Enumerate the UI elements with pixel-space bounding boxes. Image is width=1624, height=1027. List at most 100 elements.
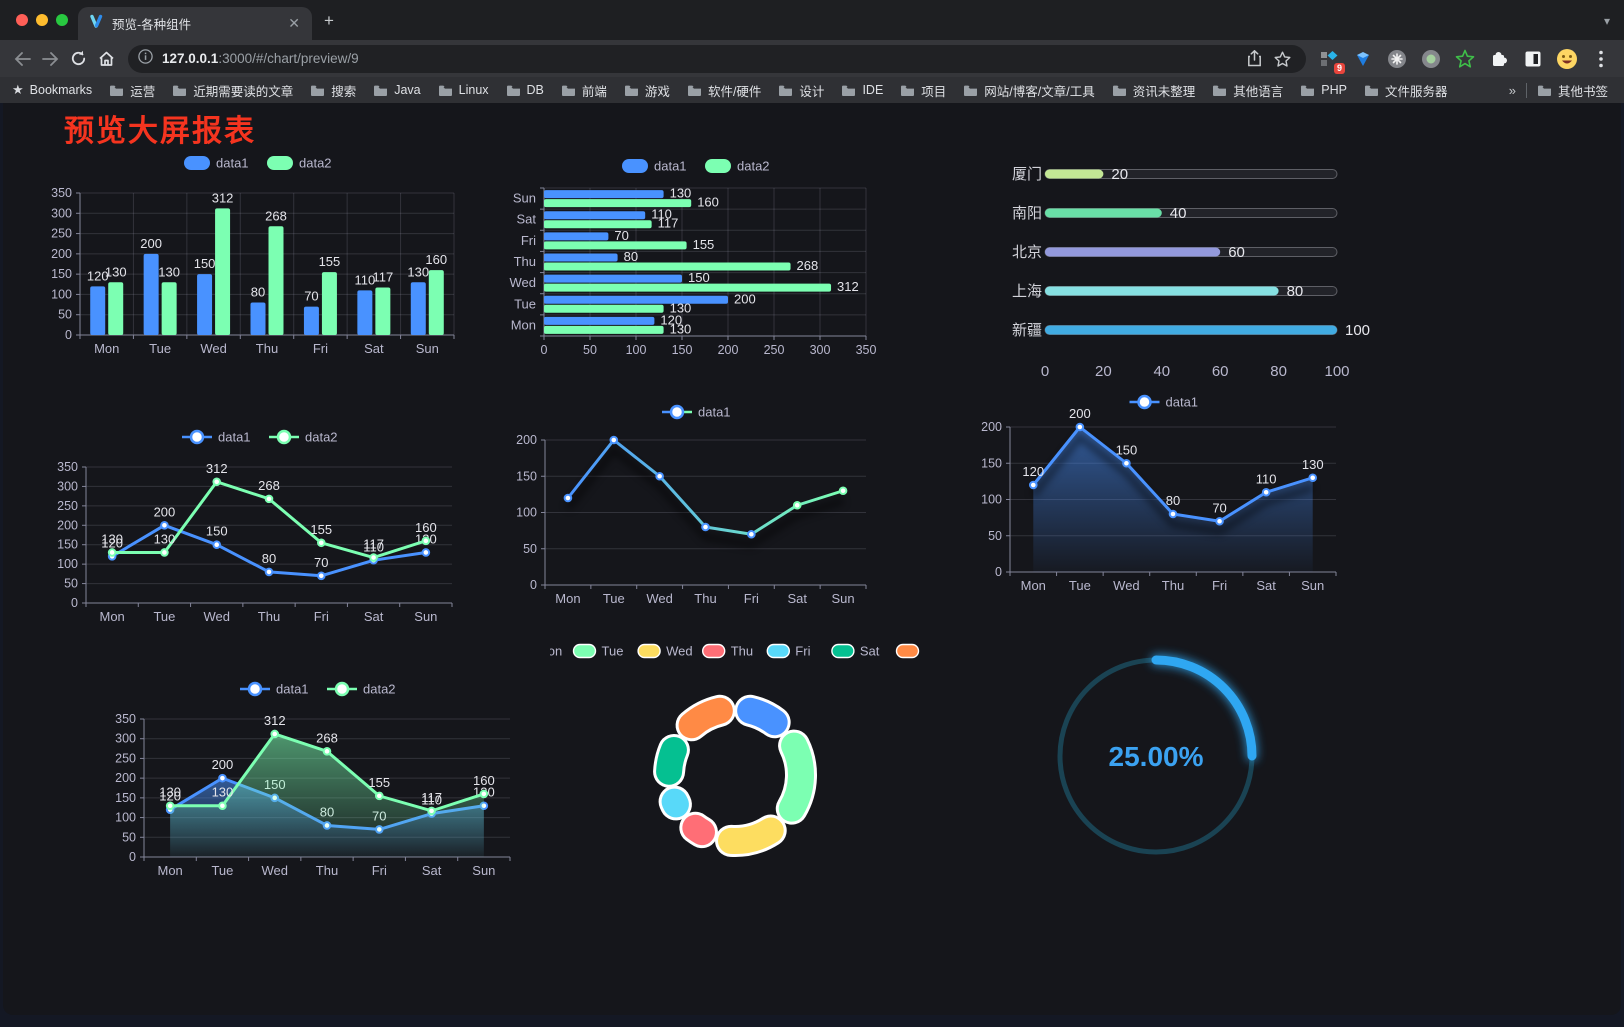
svg-text:312: 312 <box>212 190 234 205</box>
bookmark-folder[interactable]: 运营 <box>109 81 155 100</box>
horizontal-bar-chart[interactable]: data1 data2 0 50 100 150 200 250 300 350 Mon Tue Wed… <box>498 150 890 368</box>
reload-button[interactable] <box>64 45 92 73</box>
svg-text:160: 160 <box>415 520 437 535</box>
svg-text:100: 100 <box>115 811 136 825</box>
bookmark-folder[interactable]: 项目 <box>900 81 946 100</box>
dashboard-page: 预览大屏报表 data1 data2 0 50 100 150 200 250 300 350 Mo… <box>3 103 1621 1015</box>
svg-text:80: 80 <box>1287 283 1304 300</box>
svg-text:300: 300 <box>810 343 831 357</box>
window-zoom-button[interactable] <box>56 14 68 26</box>
bookmark-folder[interactable]: 软件/硬件 <box>687 81 761 100</box>
bookmark-folder[interactable]: Linux <box>438 83 489 97</box>
other-bookmarks-folder[interactable]: 其他书签 <box>1537 81 1608 100</box>
emoji-extension-icon[interactable] <box>1556 48 1578 70</box>
bookmark-folder[interactable]: IDE <box>841 83 883 97</box>
extensions-puzzle-icon[interactable] <box>1488 48 1510 70</box>
svg-text:Mon: Mon <box>511 317 536 332</box>
share-icon[interactable] <box>1240 45 1268 73</box>
bookmark-folder[interactable]: DB <box>506 83 544 97</box>
tab-close-icon[interactable]: ✕ <box>288 15 300 31</box>
dual-area-chart[interactable]: data1 data2 0 50 100 150 200 250 300 350 Mon Tue Wed… <box>96 673 528 891</box>
extension-command-icon[interactable] <box>1386 48 1408 70</box>
window-close-button[interactable] <box>16 14 28 26</box>
bookmark-folder[interactable]: 资讯未整理 <box>1112 81 1195 100</box>
svg-text:20: 20 <box>1111 166 1128 183</box>
extension-star-icon[interactable] <box>1454 48 1476 70</box>
svg-text:Sat: Sat <box>422 863 442 878</box>
back-button[interactable] <box>8 45 36 73</box>
site-info-icon[interactable] <box>138 48 153 69</box>
svg-text:200: 200 <box>51 247 72 261</box>
svg-text:130: 130 <box>1302 457 1324 472</box>
url-bar[interactable]: 127.0.0.1:3000/#/chart/preview/9 <box>128 44 1306 73</box>
svg-text:Tue: Tue <box>602 644 624 659</box>
bookmarks-overflow-chevron[interactable]: » <box>1508 82 1516 98</box>
new-tab-button[interactable]: + <box>324 11 334 30</box>
svg-text:南阳: 南阳 <box>1012 205 1042 222</box>
bookmark-folder[interactable]: 设计 <box>778 81 824 100</box>
bookmark-folder[interactable]: PHP <box>1300 83 1347 97</box>
svg-text:Thu: Thu <box>731 644 753 659</box>
bookmark-folder[interactable]: 前端 <box>561 81 607 100</box>
svg-text:20: 20 <box>1095 363 1112 380</box>
bookmark-folder[interactable]: Java <box>373 83 421 97</box>
url-text[interactable]: 127.0.0.1:3000/#/chart/preview/9 <box>162 51 359 66</box>
svg-text:70: 70 <box>614 228 628 243</box>
svg-text:200: 200 <box>734 291 756 306</box>
svg-text:160: 160 <box>425 252 447 267</box>
extension-grid-icon[interactable]: 9 <box>1318 48 1345 74</box>
svg-text:Tue: Tue <box>1069 578 1091 593</box>
forward-button[interactable] <box>36 45 64 73</box>
city-progress-chart[interactable]: 厦门 20 南阳 40 北京 60 上海 80 新疆 100 0 20 40 60 80 100 <box>995 155 1373 387</box>
svg-text:312: 312 <box>837 279 859 294</box>
multi-line-chart[interactable]: data1 data2 0 50 100 150 200 250 300 350 Mon Tue Wed… <box>40 421 468 643</box>
bookmark-folder[interactable]: 游戏 <box>624 81 670 100</box>
svg-text:200: 200 <box>212 757 234 772</box>
svg-text:data2: data2 <box>305 430 338 445</box>
svg-text:Fri: Fri <box>314 609 329 624</box>
svg-text:60: 60 <box>1228 244 1245 261</box>
browser-tab[interactable]: 预览-各种组件 ✕ <box>78 7 312 40</box>
bookmarks-manager[interactable]: ★ Bookmarks <box>12 82 93 97</box>
extension-dot-icon[interactable] <box>1420 48 1442 70</box>
svg-text:50: 50 <box>64 577 78 591</box>
svg-text:150: 150 <box>516 469 537 483</box>
svg-text:100: 100 <box>1324 363 1349 380</box>
svg-text:Fri: Fri <box>521 233 536 248</box>
svg-text:0: 0 <box>1041 363 1049 380</box>
bookmark-folder[interactable]: 其他语言 <box>1212 81 1283 100</box>
svg-text:Sat: Sat <box>364 341 384 356</box>
svg-text:50: 50 <box>523 542 537 556</box>
progress-ring[interactable]: 25.00% <box>1048 643 1268 871</box>
svg-text:Mon: Mon <box>555 591 580 606</box>
svg-text:0: 0 <box>995 565 1002 579</box>
bookmark-star-icon[interactable] <box>1268 45 1296 73</box>
grouped-bar-chart[interactable]: data1 data2 0 50 100 150 200 250 300 350 Mon Tue Wed… <box>38 147 468 369</box>
tab-search-chevron-icon[interactable]: ▾ <box>1603 14 1610 28</box>
bookmark-folder[interactable]: 近期需要读的文章 <box>172 81 293 100</box>
svg-text:data1: data1 <box>698 405 731 420</box>
bookmark-folder[interactable]: 网站/博客/文章/工具 <box>963 81 1095 100</box>
svg-text:Fri: Fri <box>1212 578 1227 593</box>
home-button[interactable] <box>92 45 120 73</box>
svg-text:Thu: Thu <box>514 254 536 269</box>
bookmark-folder[interactable]: 文件服务器 <box>1364 81 1447 100</box>
browser-menu-icon[interactable] <box>1590 48 1612 70</box>
svg-text:80: 80 <box>251 285 265 300</box>
svg-text:100: 100 <box>57 557 78 571</box>
svg-text:268: 268 <box>797 258 819 273</box>
svg-text:100: 100 <box>1345 322 1370 339</box>
gradient-line-chart[interactable]: data1 0 50 100 150 200 Mon Tue Wed Thu Fri Sat Sun <box>498 396 882 618</box>
svg-text:200: 200 <box>1069 406 1091 421</box>
svg-text:100: 100 <box>51 287 72 301</box>
window-minimize-button[interactable] <box>36 14 48 26</box>
bookmark-folder[interactable]: 搜索 <box>310 81 356 100</box>
extension-gem-icon[interactable] <box>1352 48 1374 70</box>
svg-text:data2: data2 <box>299 156 332 171</box>
svg-text:80: 80 <box>1270 363 1287 380</box>
svg-text:北京: 北京 <box>1012 244 1042 261</box>
area-line-chart[interactable]: data1 0 50 100 150 200 Mon Tue Wed Thu Fri Sat Sun 12… <box>960 386 1360 598</box>
reader-mode-icon[interactable] <box>1522 48 1544 70</box>
svg-text:200: 200 <box>718 343 739 357</box>
